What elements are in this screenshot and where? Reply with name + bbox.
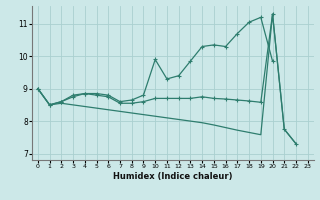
- X-axis label: Humidex (Indice chaleur): Humidex (Indice chaleur): [113, 172, 233, 181]
